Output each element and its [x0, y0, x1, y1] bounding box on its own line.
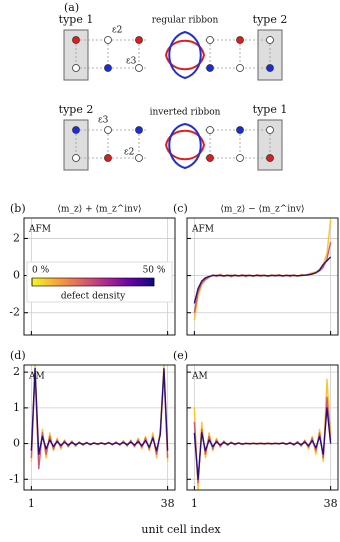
panel-title: ⟨m_z⟩ + ⟨m_z^inv⟩ — [57, 205, 141, 215]
ribbon-blue — [168, 30, 202, 80]
epsilon: ε3 — [126, 57, 137, 67]
type-label: type 2 — [253, 13, 288, 26]
annotation: AFM — [28, 225, 51, 235]
x-tick-label: 38 — [324, 497, 338, 510]
annotation: AM — [191, 372, 208, 382]
data-line — [193, 241, 332, 313]
type-label: type 2 — [59, 103, 94, 116]
annotation: AM — [28, 372, 45, 382]
annotation: AFM — [191, 225, 214, 235]
data-line — [193, 396, 332, 484]
data-line — [30, 371, 169, 470]
panel-label: (c) — [173, 202, 188, 215]
x-tick-label: 38 — [161, 497, 175, 510]
panel-title: ⟨m_z⟩ − ⟨m_z^inv⟩ — [220, 205, 304, 215]
panel-label: (e) — [173, 349, 188, 362]
y-tick-label: 0 — [13, 437, 20, 450]
epsilon: ε3 — [98, 116, 109, 126]
axes-frame — [186, 364, 339, 491]
y-tick-label: 0 — [13, 269, 20, 282]
ribbon-title: regular ribbon — [152, 16, 219, 26]
diagram: (a) type 1 type 2 regular ribbon ε2 ε3 t… — [59, 1, 288, 171]
plot-area — [193, 378, 332, 490]
data-line — [193, 407, 332, 480]
colorbar-label: defect density — [61, 292, 126, 302]
panel-label: (b) — [10, 202, 26, 215]
y-tick-label: -2 — [9, 306, 20, 319]
x-axis-label: unit cell index — [141, 523, 221, 536]
x-tick-label: 1 — [28, 497, 35, 510]
type-box — [63, 29, 89, 81]
sites — [72, 36, 274, 72]
axes-frame — [186, 217, 339, 336]
y-tick-label: -1 — [9, 472, 20, 485]
data-line — [193, 219, 332, 321]
y-tick-label: 2 — [13, 231, 20, 244]
x-tick-label: 1 — [191, 497, 198, 510]
ribbon-red — [164, 39, 206, 71]
epsilon: ε2 — [112, 26, 122, 36]
axes-frame — [23, 217, 176, 336]
type-label: type 1 — [59, 13, 94, 26]
axes-frame — [23, 364, 176, 491]
data-line — [193, 378, 332, 490]
ribbon-title: inverted ribbon — [150, 108, 221, 118]
y-tick-label: 2 — [13, 365, 20, 378]
sites — [72, 126, 274, 162]
epsilon: ε2 — [124, 148, 134, 158]
data-line — [193, 256, 332, 304]
panel-label: (a) — [64, 1, 79, 14]
data-line — [30, 367, 169, 455]
colorbar-tick-label: 0 % — [32, 266, 50, 276]
y-tick-label: 1 — [13, 401, 20, 414]
plot-area — [30, 365, 169, 470]
panel-label: (d) — [10, 349, 26, 362]
type-label: type 1 — [253, 103, 288, 116]
colorbar-tick-label: 50 % — [143, 266, 166, 276]
colorbar — [31, 277, 155, 287]
plot-area — [193, 219, 332, 321]
ribbon-blue — [168, 122, 202, 170]
data-line — [30, 365, 169, 466]
ribbon-red — [164, 129, 206, 161]
